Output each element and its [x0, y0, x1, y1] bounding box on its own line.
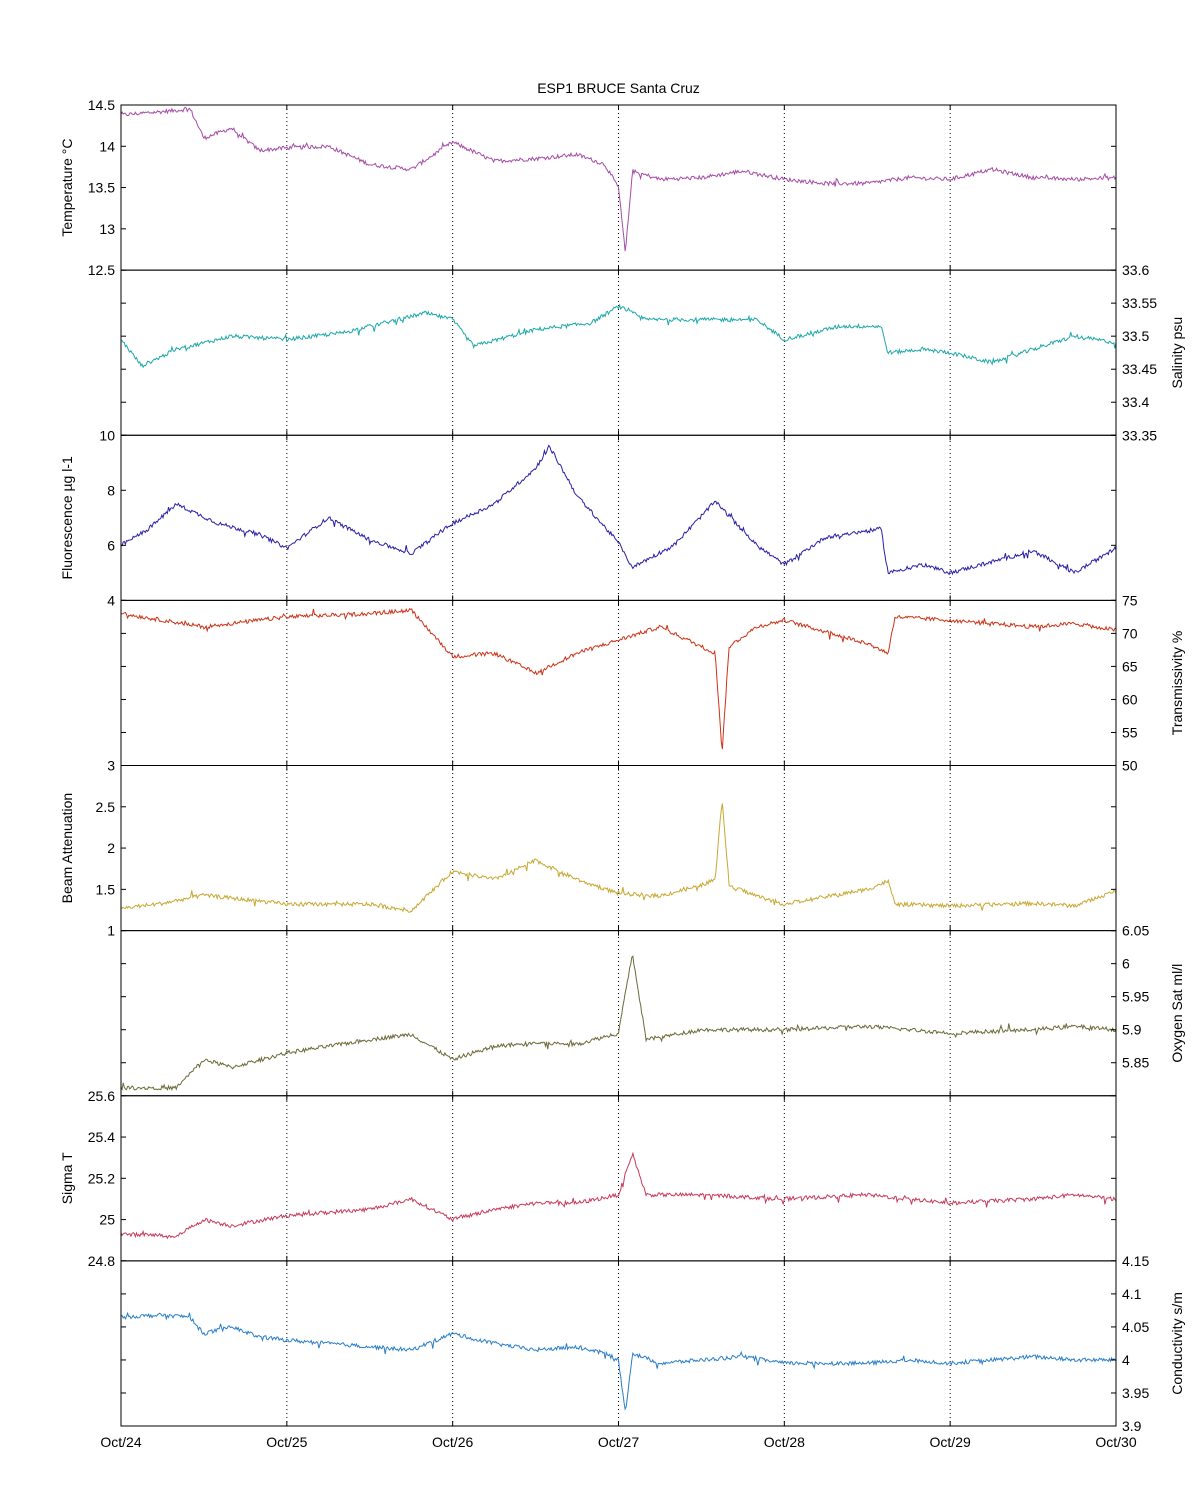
y-tick-label: 33.35	[1122, 427, 1157, 443]
y-tick-label: 1	[107, 923, 115, 939]
y-tick-label: 60	[1122, 691, 1138, 707]
axis-label: Oxygen Sat ml/l	[1169, 964, 1185, 1063]
y-tick-label: 8	[107, 482, 115, 498]
series-layer	[120, 106, 1117, 1411]
series-line	[120, 106, 1117, 252]
axis-label: Temperature °C	[59, 138, 75, 236]
y-tick-label: 4.15	[1122, 1253, 1149, 1269]
series-line	[120, 955, 1117, 1092]
y-tick-label: 4	[107, 592, 115, 608]
series-line	[120, 303, 1117, 369]
y-tick-label: 10	[99, 427, 115, 443]
y-tick-label: 33.4	[1122, 394, 1149, 410]
y-tick-label: 2	[107, 840, 115, 856]
y-tick-label: 14	[99, 138, 115, 154]
x-tick-label: Oct/28	[764, 1434, 805, 1450]
text-layer: Oct/24 Oct/25 Oct/26 Oct/27 Oct/28 Oct/29 Oct/…	[59, 97, 1185, 1450]
series-line	[120, 1151, 1117, 1240]
y-tick-label: 25	[99, 1212, 115, 1228]
y-tick-label: 13.5	[88, 180, 115, 196]
series-line	[120, 607, 1117, 750]
panel-frame	[120, 269, 1117, 436]
x-tick-label: Oct/25	[266, 1434, 307, 1450]
y-tick-label: 33.5	[1122, 328, 1149, 344]
y-tick-label: 33.55	[1122, 295, 1157, 311]
chart-title: ESP1 BRUCE Santa Cruz	[537, 80, 700, 96]
axis-label: Fluorescence µg l-1	[59, 456, 75, 579]
y-tick-label: 25.2	[88, 1170, 115, 1186]
y-tick-label: 55	[1122, 724, 1138, 740]
x-tick-label: Oct/29	[930, 1434, 971, 1450]
series-line	[120, 1311, 1117, 1411]
axis-label: Conductivity s/m	[1169, 1292, 1185, 1395]
y-tick-label: 1.5	[96, 881, 116, 897]
y-tick-label: 3.95	[1122, 1385, 1149, 1401]
y-tick-label: 25.6	[88, 1088, 115, 1104]
y-tick-label: 6	[107, 537, 115, 553]
y-tick-label: 4.1	[1122, 1286, 1142, 1302]
y-tick-label: 4	[1122, 1352, 1130, 1368]
series-line	[120, 803, 1117, 913]
axis-label: Transmissivity %	[1169, 631, 1185, 736]
y-tick-label: 50	[1122, 758, 1138, 774]
axis-label: Beam Attenuation	[59, 793, 75, 904]
y-tick-label: 14.5	[88, 97, 115, 113]
y-tick-label: 25.4	[88, 1129, 115, 1145]
y-tick-label: 24.8	[88, 1253, 115, 1269]
y-tick-label: 5.95	[1122, 989, 1149, 1005]
y-tick-label: 6	[1122, 956, 1130, 972]
y-tick-label: 3.9	[1122, 1418, 1142, 1434]
panel-frame	[120, 1095, 1117, 1262]
axis-label: Sigma T	[59, 1152, 75, 1204]
y-tick-label: 6.05	[1122, 923, 1149, 939]
y-tick-label: 13	[99, 221, 115, 237]
y-tick-label: 65	[1122, 658, 1138, 674]
y-tick-label: 75	[1122, 592, 1138, 608]
y-tick-label: 4.05	[1122, 1319, 1149, 1335]
y-tick-label: 5.85	[1122, 1055, 1149, 1071]
series-line	[120, 444, 1117, 576]
x-tick-label: Oct/26	[432, 1434, 473, 1450]
axis-label: Salinity psu	[1169, 317, 1185, 389]
x-tick-label: Oct/27	[598, 1434, 639, 1450]
y-tick-label: 5.9	[1122, 1022, 1142, 1038]
frame-layer	[120, 104, 1117, 1427]
y-tick-label: 70	[1122, 625, 1138, 641]
x-tick-label: Oct/24	[100, 1434, 141, 1450]
y-tick-label: 12.5	[88, 262, 115, 278]
x-tick-label: Oct/30	[1095, 1434, 1136, 1450]
y-tick-label: 3	[107, 758, 115, 774]
y-tick-label: 33.45	[1122, 361, 1157, 377]
y-tick-label: 33.6	[1122, 262, 1149, 278]
y-tick-label: 2.5	[96, 799, 116, 815]
